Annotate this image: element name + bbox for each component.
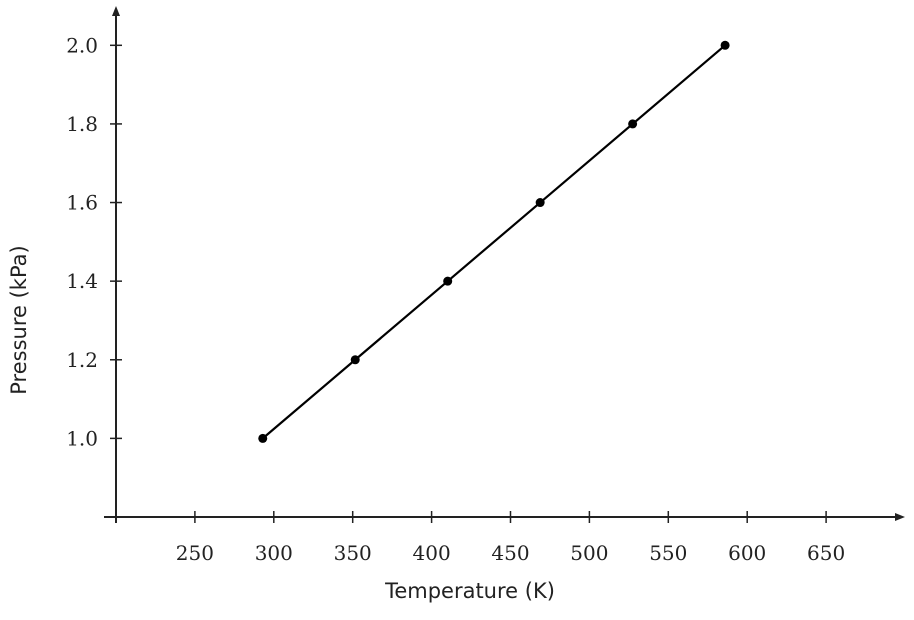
x-tick-label: 300: [255, 541, 293, 565]
line: [262, 44, 726, 440]
marker: [443, 276, 453, 286]
x-axis-arrow: [895, 513, 905, 521]
y-tick-label: 1.0: [66, 426, 98, 450]
marker: [350, 355, 360, 365]
x-tick-label: 500: [570, 541, 608, 565]
x-tick-label: 400: [413, 541, 451, 565]
x-tick-label: 250: [176, 541, 214, 565]
y-axis-arrow: [112, 6, 120, 16]
x-tick-label: 650: [807, 541, 845, 565]
x-tick-label: 350: [334, 541, 372, 565]
y-tick-label: 1.8: [66, 112, 98, 136]
y-tick-label: 1.6: [66, 191, 98, 215]
x-tick-label: 450: [491, 541, 529, 565]
x-tick-label: 550: [649, 541, 687, 565]
x-tick-label: 600: [728, 541, 766, 565]
marker: [628, 119, 638, 129]
y-tick-label: 1.2: [66, 348, 98, 372]
y-tick-label: 2.0: [66, 33, 98, 57]
marker: [258, 433, 268, 443]
y-tick-label: 1.4: [66, 269, 98, 293]
marker: [535, 198, 545, 208]
x-axis-title: Temperature (K): [384, 579, 555, 603]
y-axis-title: Pressure (kPa): [7, 245, 31, 394]
marker: [720, 40, 730, 50]
